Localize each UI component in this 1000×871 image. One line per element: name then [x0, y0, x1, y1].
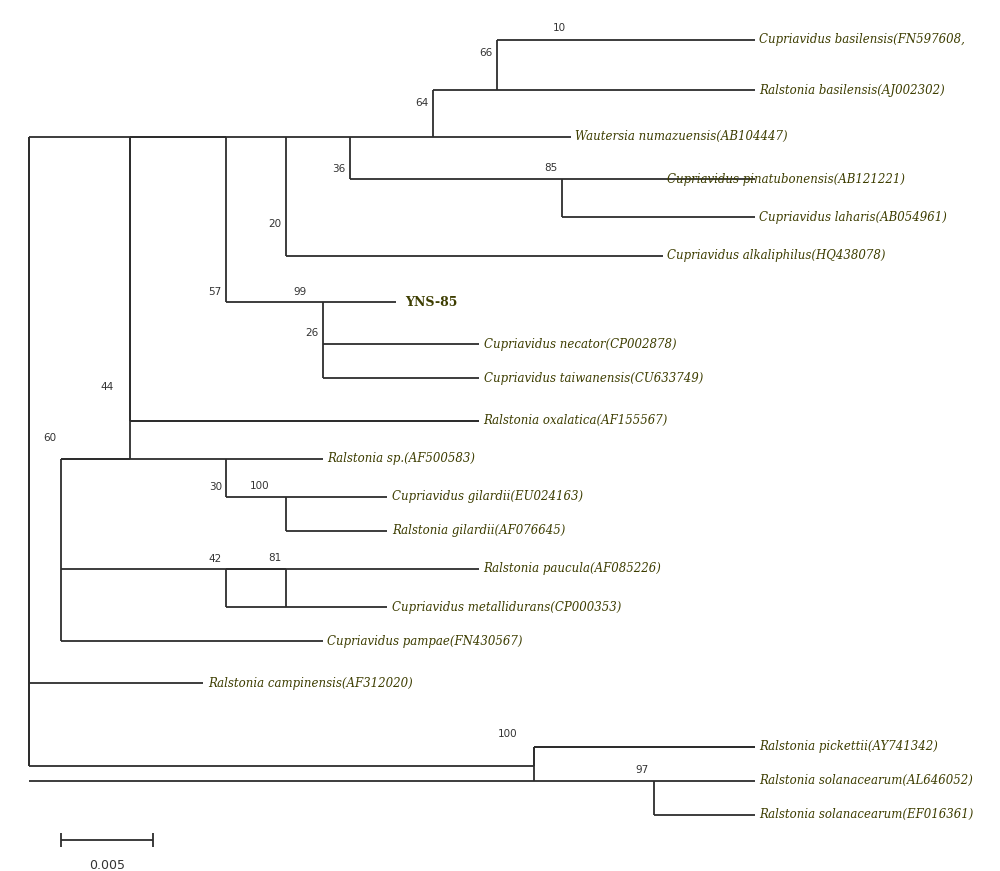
- Text: Cupriavidus metallidurans(CP000353): Cupriavidus metallidurans(CP000353): [392, 601, 621, 613]
- Text: YNS-85: YNS-85: [406, 295, 458, 308]
- Text: 100: 100: [250, 481, 270, 491]
- Text: Cupriavidus pinatubonensis(AB121221): Cupriavidus pinatubonensis(AB121221): [667, 172, 905, 186]
- Text: 85: 85: [544, 163, 557, 173]
- Text: 20: 20: [268, 219, 282, 229]
- Text: Ralstonia solanacearum(EF016361): Ralstonia solanacearum(EF016361): [759, 808, 974, 821]
- Text: 44: 44: [100, 381, 113, 392]
- Text: Ralstonia pickettii(AY741342): Ralstonia pickettii(AY741342): [759, 740, 938, 753]
- Text: 42: 42: [209, 554, 222, 564]
- Text: Cupriavidus laharis(AB054961): Cupriavidus laharis(AB054961): [759, 211, 947, 224]
- Text: 100: 100: [498, 729, 518, 739]
- Text: Cupriavidus taiwanensis(CU633749): Cupriavidus taiwanensis(CU633749): [484, 372, 703, 385]
- Text: 36: 36: [333, 164, 346, 174]
- Text: Ralstonia sp.(AF500583): Ralstonia sp.(AF500583): [327, 452, 475, 465]
- Text: 10: 10: [553, 23, 566, 32]
- Text: Ralstonia basilensis(AJ002302): Ralstonia basilensis(AJ002302): [759, 84, 945, 97]
- Text: Cupriavidus alkaliphilus(HQ438078): Cupriavidus alkaliphilus(HQ438078): [667, 249, 886, 262]
- Text: 64: 64: [415, 98, 428, 108]
- Text: Cupriavidus basilensis(FN597608,: Cupriavidus basilensis(FN597608,: [759, 33, 965, 46]
- Text: 26: 26: [305, 328, 318, 339]
- Text: Ralstonia solanacearum(AL646052): Ralstonia solanacearum(AL646052): [759, 774, 973, 787]
- Text: Cupriavidus gilardii(EU024163): Cupriavidus gilardii(EU024163): [392, 490, 583, 503]
- Text: Cupriavidus pampae(FN430567): Cupriavidus pampae(FN430567): [327, 634, 523, 647]
- Text: 60: 60: [43, 433, 56, 442]
- Text: Ralstonia gilardii(AF076645): Ralstonia gilardii(AF076645): [392, 524, 565, 537]
- Text: Ralstonia oxalatica(AF155567): Ralstonia oxalatica(AF155567): [484, 415, 668, 428]
- Text: Ralstonia paucula(AF085226): Ralstonia paucula(AF085226): [484, 563, 661, 576]
- Text: 97: 97: [636, 765, 649, 775]
- Text: 81: 81: [268, 553, 282, 563]
- Text: 30: 30: [209, 482, 222, 492]
- Text: 0.005: 0.005: [89, 859, 125, 871]
- Text: 99: 99: [293, 287, 306, 297]
- Text: Wautersia numazuensis(AB104447): Wautersia numazuensis(AB104447): [575, 131, 788, 144]
- Text: 57: 57: [209, 287, 222, 297]
- Text: Ralstonia campinensis(AF312020): Ralstonia campinensis(AF312020): [208, 677, 413, 690]
- Text: 66: 66: [480, 48, 493, 58]
- Text: Cupriavidus necator(CP002878): Cupriavidus necator(CP002878): [484, 338, 676, 351]
